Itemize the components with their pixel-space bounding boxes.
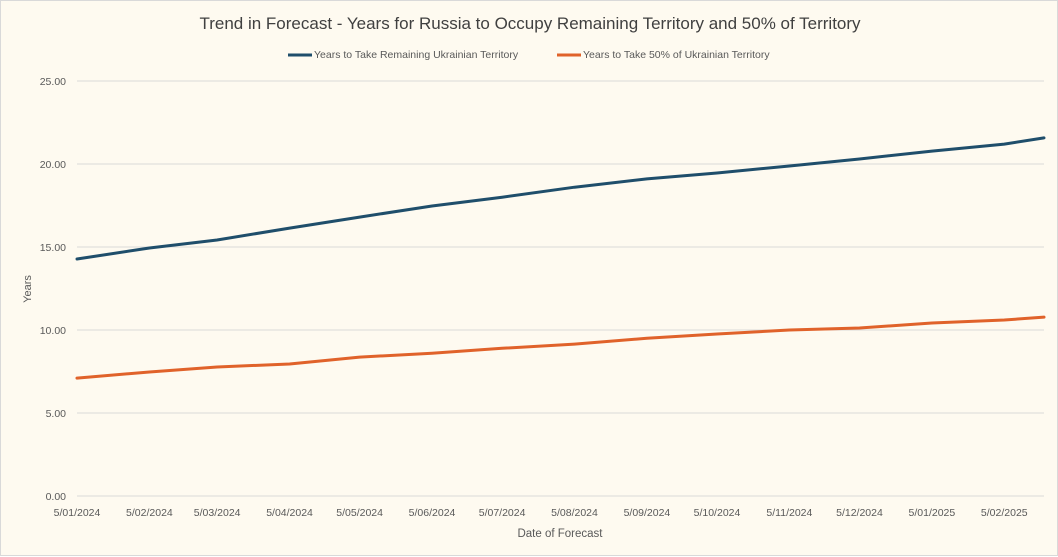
x-tick-label: 5/06/2024 (409, 507, 456, 519)
y-tick-label: 15.00 (40, 242, 66, 254)
y-axis-label: Years (22, 275, 34, 303)
x-tick-label: 5/07/2024 (479, 507, 526, 519)
x-tick-label: 5/12/2024 (836, 507, 883, 519)
x-tick-label: 5/04/2024 (266, 507, 313, 519)
y-tick-label: 10.00 (40, 325, 66, 337)
series-line-1 (77, 317, 1044, 378)
x-tick-label: 5/03/2024 (194, 507, 241, 519)
x-tick-label: 5/02/2024 (126, 507, 173, 519)
x-tick-label: 5/09/2024 (624, 507, 671, 519)
chart-title: Trend in Forecast - Years for Russia to … (199, 14, 861, 33)
x-axis-label: Date of Forecast (517, 528, 603, 540)
y-tick-label: 20.00 (40, 159, 66, 171)
x-tick-label: 5/10/2024 (694, 507, 741, 519)
series-line-0 (77, 138, 1044, 259)
x-tick-label: 5/05/2024 (336, 507, 383, 519)
x-tick-label: 5/01/2025 (909, 507, 956, 519)
y-tick-label: 5.00 (46, 408, 67, 420)
legend: Years to Take Remaining Ukrainian Territ… (288, 49, 770, 61)
legend-label-1: Years to Take 50% of Ukrainian Territory (583, 49, 770, 61)
y-tick-label: 0.00 (46, 491, 67, 503)
legend-label-0: Years to Take Remaining Ukrainian Territ… (314, 49, 519, 61)
x-tick-label: 5/08/2024 (551, 507, 598, 519)
y-tick-label: 25.00 (40, 76, 66, 88)
x-tick-label: 5/01/2024 (54, 507, 101, 519)
x-tick-label: 5/02/2025 (981, 507, 1028, 519)
x-tick-label: 5/11/2024 (766, 507, 812, 519)
